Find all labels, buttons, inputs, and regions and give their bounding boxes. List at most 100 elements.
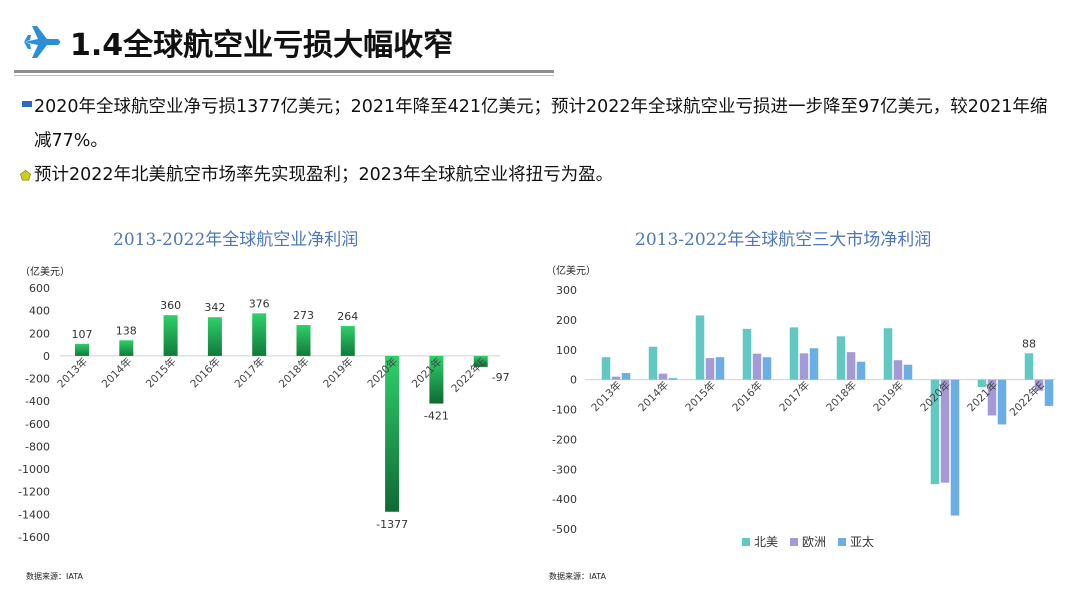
- bar-asia-pacific: [1044, 379, 1054, 406]
- bar-asia-pacific: [715, 357, 725, 380]
- bar: [473, 355, 488, 367]
- pentagon-bullet-icon: [20, 170, 31, 181]
- chart-unit-label: （亿美元）: [546, 266, 596, 277]
- blue-bullet-icon: [22, 101, 32, 107]
- x-category-label: 2019年: [871, 379, 907, 415]
- data-label: 273: [293, 309, 314, 322]
- x-category-label: 2022年E: [449, 355, 489, 395]
- x-category-label: 2014年: [636, 379, 672, 415]
- y-tick-label: 100: [556, 344, 577, 357]
- y-tick-label: -1000: [18, 463, 50, 476]
- bar-north-america: [836, 336, 846, 380]
- bar: [207, 317, 222, 356]
- bar-north-america: [695, 315, 705, 380]
- net-profit-chart: 600 400 200 0 -200 -400 -600 -800 -1000 -1200 -140…: [18, 282, 510, 544]
- bar-asia-pacific: [621, 373, 631, 380]
- bar-asia-pacific: [997, 379, 1007, 425]
- data-label: 138: [116, 324, 137, 337]
- bar-europe: [940, 379, 950, 483]
- x-category-label: 2018年: [824, 379, 860, 415]
- x-category-label: 2015年: [143, 355, 179, 391]
- y-tick-label: 200: [556, 314, 577, 327]
- bar: [75, 343, 89, 356]
- y-tick-label: -200: [25, 373, 50, 386]
- bar-asia-pacific: [856, 361, 866, 380]
- page-title: 1.4全球航空业亏损大幅收窄: [70, 28, 454, 63]
- legend-label: 欧洲: [802, 535, 826, 549]
- data-label: 360: [160, 299, 181, 312]
- data-label: 376: [249, 297, 270, 310]
- bar-europe: [1034, 379, 1044, 391]
- x-category-label: 2015年: [683, 379, 719, 415]
- bar-north-america: [601, 357, 611, 380]
- y-tick-label: 300: [556, 284, 577, 297]
- data-source-label: 数据来源：IATA: [549, 572, 606, 581]
- bar-europe: [611, 376, 621, 380]
- legend-label: 北美: [754, 535, 778, 549]
- bar-north-america: [742, 328, 752, 380]
- bar: [163, 315, 178, 356]
- x-category-label: 2017年: [232, 355, 268, 391]
- bar: [340, 326, 355, 356]
- x-category-label: 2014年: [99, 355, 135, 391]
- bar-north-america: [789, 327, 799, 380]
- bar: [296, 325, 311, 356]
- x-category-label: 2016年: [188, 355, 224, 391]
- bar: [429, 355, 444, 404]
- bar-europe: [846, 352, 856, 380]
- bar-europe: [752, 353, 762, 380]
- legend-label: 亚太: [850, 534, 874, 549]
- legend-swatch: [742, 538, 750, 546]
- title-divider: [14, 70, 554, 73]
- x-category-label: 2017年: [777, 379, 813, 415]
- chart-title-net-profit: 2013-2022年全球航空业净利润: [113, 230, 359, 250]
- bar: [385, 355, 400, 512]
- airplane-icon: [24, 26, 60, 58]
- data-label: -421: [424, 410, 449, 423]
- bar-asia-pacific: [950, 379, 960, 516]
- y-tick-label: 0: [570, 374, 577, 387]
- bullet-item: 预计2022年北美航空市场率先实现盈利；2023年全球航空业将扭亏为盈。: [20, 158, 1062, 192]
- y-tick-label: -1600: [18, 531, 50, 544]
- y-tick-label: -1400: [18, 508, 50, 521]
- slide-header: 1.4全球航空业亏损大幅收窄: [18, 14, 558, 70]
- regional-profit-chart: 300 200 100 0 -100 -200 -300 -400 -500 2013年 2014年…: [552, 284, 1055, 549]
- chart-unit-label: （亿美元）: [20, 267, 70, 278]
- x-category-label: 2019年: [320, 355, 356, 391]
- data-label: 342: [204, 301, 225, 314]
- x-category-label: 2018年: [276, 355, 312, 391]
- bar: [119, 340, 134, 356]
- bar-north-america: [977, 379, 987, 388]
- data-label: 88: [1022, 337, 1036, 350]
- bar-asia-pacific: [903, 364, 913, 380]
- y-tick-label: -200: [552, 433, 577, 446]
- y-tick-label: -100: [552, 404, 577, 417]
- x-category-label: 2022年E: [1007, 379, 1047, 419]
- y-tick-label: 400: [29, 305, 50, 318]
- bar-europe: [799, 353, 809, 380]
- y-tick-label: -400: [25, 395, 50, 408]
- data-source-label: 数据来源：IATA: [26, 572, 83, 581]
- bullet-text: 2020年全球航空业净亏损1377亿美元；2021年降至421亿美元；预计202…: [34, 97, 1048, 151]
- bar-asia-pacific: [668, 378, 678, 380]
- bar-north-america: [930, 379, 940, 485]
- y-tick-label: -400: [552, 493, 577, 506]
- data-label: 107: [72, 328, 93, 341]
- bullet-text: 预计2022年北美航空市场率先实现盈利；2023年全球航空业将扭亏为盈。: [34, 165, 614, 185]
- legend-swatch: [838, 538, 846, 546]
- data-label: -97: [492, 371, 510, 384]
- legend-swatch: [790, 538, 798, 546]
- bar-europe: [658, 373, 668, 380]
- y-tick-label: 0: [43, 350, 50, 363]
- bar-north-america: [648, 346, 658, 380]
- title-divider-thin: [14, 75, 554, 76]
- data-label: -1377: [376, 518, 408, 531]
- bar-europe: [893, 360, 903, 380]
- data-label: 264: [337, 310, 358, 323]
- y-tick-label: 200: [29, 327, 50, 340]
- y-tick-label: -500: [552, 523, 577, 536]
- bar-north-america: [1024, 353, 1034, 380]
- bullet-list: 2020年全球航空业净亏损1377亿美元；2021年降至421亿美元；预计202…: [20, 90, 1062, 192]
- bar-asia-pacific: [762, 357, 772, 380]
- x-category-label: 2016年: [730, 379, 766, 415]
